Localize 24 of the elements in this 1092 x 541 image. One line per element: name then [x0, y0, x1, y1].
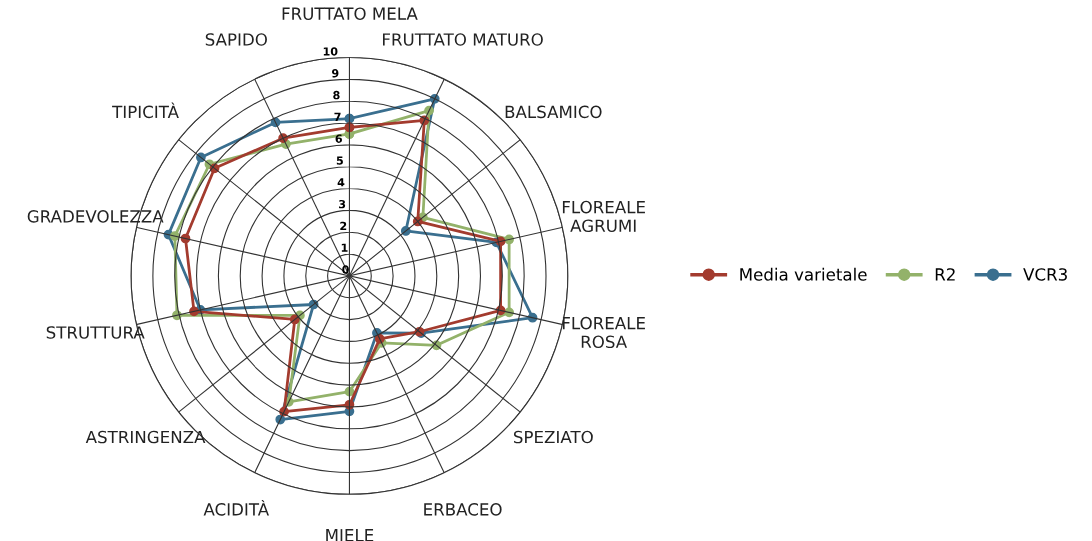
spoke-label: FRUTTATO MATURO: [383, 33, 543, 46]
y-tick-label: 5: [336, 156, 343, 165]
spoke-label: BALSAMICO: [505, 105, 602, 119]
spoke-label: ASTRINGENZA: [85, 430, 206, 444]
legend-label: VCR3: [1023, 268, 1067, 281]
spoke-label: SAPIDO: [205, 33, 267, 46]
spoke-label: ERBACEO: [424, 503, 502, 516]
legend-label: Media varietale: [740, 267, 867, 281]
y-tick-label: 2: [340, 221, 347, 230]
y-tick-label: 4: [337, 178, 345, 187]
spoke-label: MIELE: [326, 529, 374, 541]
y-tick-label: 3: [339, 199, 346, 209]
y-tick-label: 1: [341, 243, 348, 252]
spoke-label: SPEZIATO: [513, 430, 593, 444]
spoke-label: FLOREALE AGRUMI: [562, 200, 645, 233]
spoke-label: TIPICITÀ: [112, 102, 179, 119]
spoke-label: ACIDITÀ: [203, 500, 270, 516]
y-tick-label: 9: [332, 69, 339, 78]
y-tick-label: 6: [335, 134, 342, 143]
y-tick-label: 8: [333, 90, 340, 100]
y-tick-label: 10: [323, 47, 338, 56]
spoke-label: FRUTTATO MELA: [282, 7, 418, 20]
spoke-label: FLOREALE ROSA: [562, 316, 645, 349]
legend-label: R2: [935, 268, 955, 281]
